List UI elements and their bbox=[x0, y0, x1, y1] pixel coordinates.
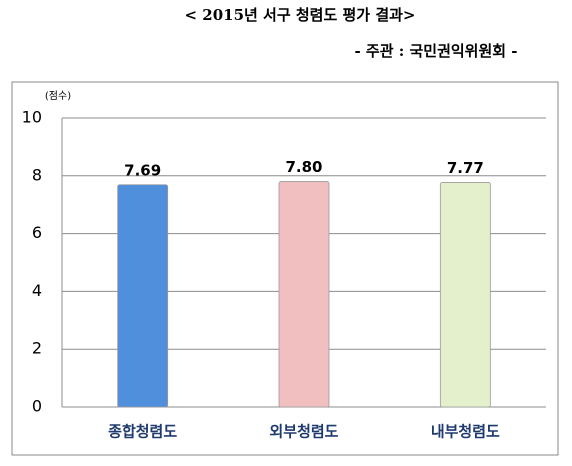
x-tick-label: 외부청렴도 bbox=[269, 423, 338, 441]
y-tick-label: 6 bbox=[32, 223, 42, 242]
value-label: 7.77 bbox=[447, 159, 484, 177]
x-tick-label: 내부청렴도 bbox=[431, 423, 500, 441]
y-tick-label: 2 bbox=[32, 339, 42, 358]
chart-frame bbox=[11, 81, 559, 456]
y-tick-label: 4 bbox=[32, 281, 42, 300]
bar bbox=[439, 182, 491, 408]
y-axis-label: (점수) bbox=[45, 90, 71, 102]
value-label: 7.69 bbox=[124, 161, 161, 179]
bar bbox=[117, 184, 169, 408]
bar bbox=[278, 181, 330, 408]
x-tick-label: 종합청렴도 bbox=[108, 423, 177, 441]
chart-title: < 2015년 서구 청렴도 평가 결과> bbox=[185, 6, 416, 24]
chart-subtitle: - 주관 : 국민권익위원회 - bbox=[354, 42, 517, 60]
value-label: 7.80 bbox=[285, 158, 322, 176]
y-tick-label: 0 bbox=[32, 397, 42, 416]
y-tick-label: 8 bbox=[32, 165, 42, 184]
y-tick-label: 10 bbox=[22, 108, 42, 127]
